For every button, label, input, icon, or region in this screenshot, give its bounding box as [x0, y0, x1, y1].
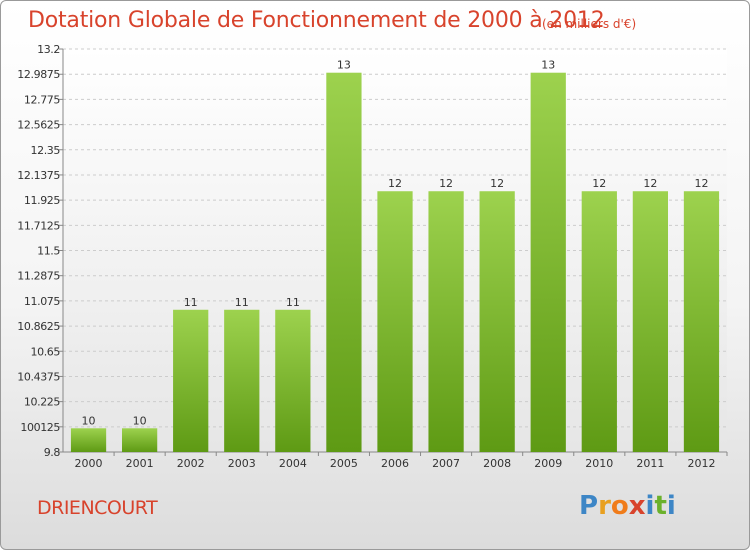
x-tick-label: 2000	[75, 457, 103, 470]
commune-name: DRIENCOURT	[37, 497, 158, 519]
y-tick-label: 13.2	[37, 43, 60, 56]
data-label: 10	[82, 414, 96, 427]
logo-letter: r	[598, 491, 611, 521]
x-tick-label: 2008	[483, 457, 511, 470]
data-labels: 10 10 11 11 11 13 12 12 12 13 12 12 12	[82, 59, 709, 428]
y-tick-label: 12.35	[31, 144, 61, 157]
y-tick-label: 11.2875	[17, 270, 60, 283]
data-label: 11	[286, 296, 300, 309]
logo-letter: i	[666, 491, 676, 521]
y-tick-label: 10.225	[24, 396, 60, 409]
x-tick-label: 2005	[330, 457, 358, 470]
bar-2010	[581, 191, 617, 452]
data-label: 11	[235, 296, 249, 309]
bar-2002	[173, 309, 209, 452]
proxiti-logo[interactable]: Proxiti	[579, 491, 676, 521]
logo-letter: i	[645, 491, 655, 521]
y-tick-label: 10.8625	[17, 320, 60, 333]
bar-2011	[632, 191, 669, 452]
y-tick-label: 12.775	[24, 93, 60, 106]
bar-2006	[377, 191, 413, 452]
logo-letter: t	[654, 491, 667, 521]
data-label: 13	[337, 59, 351, 72]
data-label: 12	[388, 177, 402, 190]
x-tick-label: 2004	[279, 457, 307, 470]
x-tick-label: 2012	[687, 457, 715, 470]
bar-2000	[70, 428, 107, 452]
bar-2012	[683, 191, 720, 452]
y-tick-label: 10.4375	[17, 370, 60, 383]
logo-letter: x	[628, 491, 646, 521]
bar-2004	[275, 309, 311, 452]
y-tick-label: 9.8	[44, 446, 61, 459]
x-tick-label: 2001	[126, 457, 154, 470]
y-tick-label: 12.5625	[17, 119, 60, 132]
data-label: 12	[643, 177, 657, 190]
x-tick-label: 2010	[585, 457, 613, 470]
bar-2005	[326, 72, 362, 453]
y-tick-label: 11.7125	[17, 219, 60, 232]
y-axis-labels: 9.8 100125 10.225 10.4375 10.65 10.8625 11.075…	[17, 43, 61, 459]
y-tick-label: 11.5	[37, 245, 60, 258]
x-tick-label: 2006	[381, 457, 409, 470]
chart-subtitle: (en milliers d'€)	[542, 17, 637, 31]
bars	[70, 72, 720, 453]
bar-2008	[479, 191, 515, 452]
y-tick-label: 12.9875	[17, 68, 60, 81]
data-label: 13	[541, 59, 555, 72]
bar-2003	[224, 309, 260, 452]
x-tick-label: 2002	[177, 457, 205, 470]
data-label: 10	[133, 414, 147, 427]
data-label: 12	[592, 177, 606, 190]
y-tick-label: 12.1375	[17, 169, 60, 182]
y-tick-label: 100125	[20, 421, 60, 434]
data-label: 11	[184, 296, 198, 309]
x-tick-label: 2007	[432, 457, 460, 470]
y-tick-label: 10.65	[31, 345, 61, 358]
bar-2009	[530, 72, 566, 453]
data-label: 12	[439, 177, 453, 190]
x-tick-label: 2003	[228, 457, 256, 470]
bar-2007	[428, 191, 464, 452]
x-axis-labels: 2000 2001 2002 2003 2004 2005 2006 2007 2008 2009…	[75, 452, 728, 470]
y-tick-label: 11.075	[24, 295, 60, 308]
logo-letter: P	[579, 491, 599, 521]
x-tick-label: 2009	[534, 457, 562, 470]
bar-2001	[121, 428, 158, 452]
logo-letter: o	[610, 491, 629, 521]
x-tick-label: 2011	[636, 457, 664, 470]
data-label: 12	[694, 177, 708, 190]
y-tick-label: 11.925	[24, 194, 60, 207]
data-label: 12	[490, 177, 504, 190]
chart-title: Dotation Globale de Fonctionnement de 20…	[28, 8, 605, 33]
